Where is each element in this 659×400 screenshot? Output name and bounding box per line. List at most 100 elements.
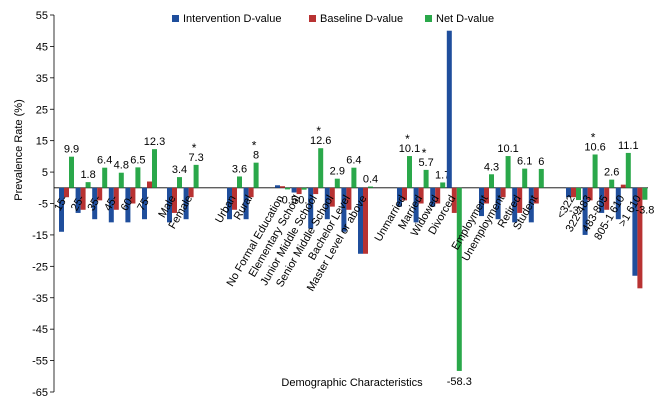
bar-net (456, 187, 462, 371)
y-tick-label: 5 (42, 167, 48, 179)
legend-label-baseline: Baseline D-value (320, 13, 403, 25)
net-value-label: 0.4 (363, 174, 378, 186)
bar-baseline (329, 187, 335, 207)
bar-net (318, 148, 324, 188)
y-tick-label: -45 (32, 324, 48, 336)
net-value-label: 2.9 (330, 166, 345, 178)
bar-net (642, 187, 648, 200)
net-value-label: 6.4 (97, 155, 112, 167)
bar-net (407, 156, 412, 188)
bar-net (85, 182, 91, 188)
bar-baseline (402, 187, 407, 201)
bar-net (576, 187, 581, 201)
bar-net (334, 178, 340, 188)
net-value-label: 6.1 (517, 156, 532, 168)
y-tick-label: -15 (32, 230, 48, 242)
bar-baseline (533, 187, 539, 204)
bar-net (177, 177, 182, 188)
significance-marker: * (405, 132, 410, 146)
bar-baseline (637, 187, 643, 289)
bar-intervention (430, 187, 436, 207)
bar-baseline (296, 187, 302, 195)
bar-intervention (582, 187, 588, 235)
bar-intervention (324, 187, 330, 220)
bar-baseline (172, 187, 177, 213)
y-tick-label: -25 (32, 261, 48, 273)
y-tick-label: 45 (36, 41, 48, 53)
net-value-label: 5.7 (418, 157, 433, 169)
bar-baseline (64, 187, 69, 198)
y-axis-label: Prevalence Rate (%) (13, 99, 25, 201)
bar-intervention (275, 185, 280, 188)
bar-baseline (620, 184, 626, 188)
bar-net (505, 156, 511, 188)
bar-intervention (183, 187, 189, 220)
legend-swatch-baseline (309, 15, 316, 22)
bar-intervention (528, 187, 534, 223)
bar-net (489, 174, 494, 188)
y-tick-label: -35 (32, 293, 48, 305)
net-value-label: 1.7 (435, 169, 450, 181)
bar-baseline (517, 187, 523, 213)
y-tick-label: 25 (36, 104, 48, 116)
bar-baseline (571, 187, 576, 198)
bar-net (253, 162, 259, 188)
y-tick-label: 15 (36, 136, 48, 148)
net-value-label: 9.9 (64, 144, 79, 156)
net-value-label: -0.5 (278, 194, 297, 206)
bar-baseline (80, 187, 86, 210)
bar-intervention (167, 187, 172, 223)
bar-net (285, 187, 290, 190)
bar-baseline (147, 181, 152, 188)
bar-baseline (435, 187, 441, 204)
net-value-label: 1.8 (80, 169, 95, 181)
y-tick-label: -55 (32, 356, 48, 368)
bar-intervention (108, 187, 114, 223)
bar-intervention (75, 187, 81, 213)
y-axis-ticks: 55 45 35 25 15 5 -5 -15 -25 -35 -45 -55 -65 (32, 10, 54, 399)
bar-net (152, 149, 157, 188)
bar-intervention (599, 187, 605, 213)
bar-intervention (243, 187, 249, 220)
bar-intervention (479, 187, 484, 217)
legend-label-net: Net D-value (436, 13, 494, 25)
bar-intervention (92, 187, 98, 220)
net-value-label: 4.8 (114, 160, 129, 172)
y-tick-label: -65 (32, 387, 48, 399)
net-value-label: 2.6 (604, 167, 619, 179)
bar-baseline (130, 187, 136, 204)
bar-baseline (188, 187, 194, 198)
bar-net (609, 179, 615, 188)
bar-baseline (280, 186, 285, 188)
bar-baseline (313, 187, 319, 195)
bar-intervention (308, 187, 314, 229)
bar-net (102, 167, 108, 188)
net-value-label: -3.8 (635, 205, 654, 217)
net-value-label: -58.3 (447, 376, 472, 388)
net-value-label: 7.3 (188, 152, 203, 164)
bar-baseline (346, 187, 352, 210)
category-label: 75- (135, 193, 154, 213)
bar-intervention (358, 187, 363, 254)
net-value-label: 6.4 (346, 155, 361, 167)
legend-label-intervention: Intervention D-value (183, 13, 281, 25)
bar-net (522, 168, 528, 188)
net-value-label: 12.3 (144, 136, 165, 148)
bar-intervention (341, 187, 347, 232)
bar-baseline (232, 187, 237, 210)
x-axis-label: Demographic Characteristics (281, 377, 423, 389)
bar-intervention (397, 187, 402, 207)
net-value-label: 8 (253, 150, 259, 162)
y-tick-label: 35 (36, 73, 48, 85)
significance-marker: * (252, 139, 257, 153)
net-value-label: 3.6 (232, 163, 247, 175)
bar-intervention (446, 30, 452, 188)
bar-net (135, 167, 141, 188)
bar-net (625, 152, 631, 188)
bar-net (423, 169, 429, 188)
bar-baseline (363, 187, 368, 254)
bar-intervention (125, 187, 131, 223)
bar-baseline (604, 187, 610, 210)
net-value-label: 12.6 (310, 135, 331, 147)
